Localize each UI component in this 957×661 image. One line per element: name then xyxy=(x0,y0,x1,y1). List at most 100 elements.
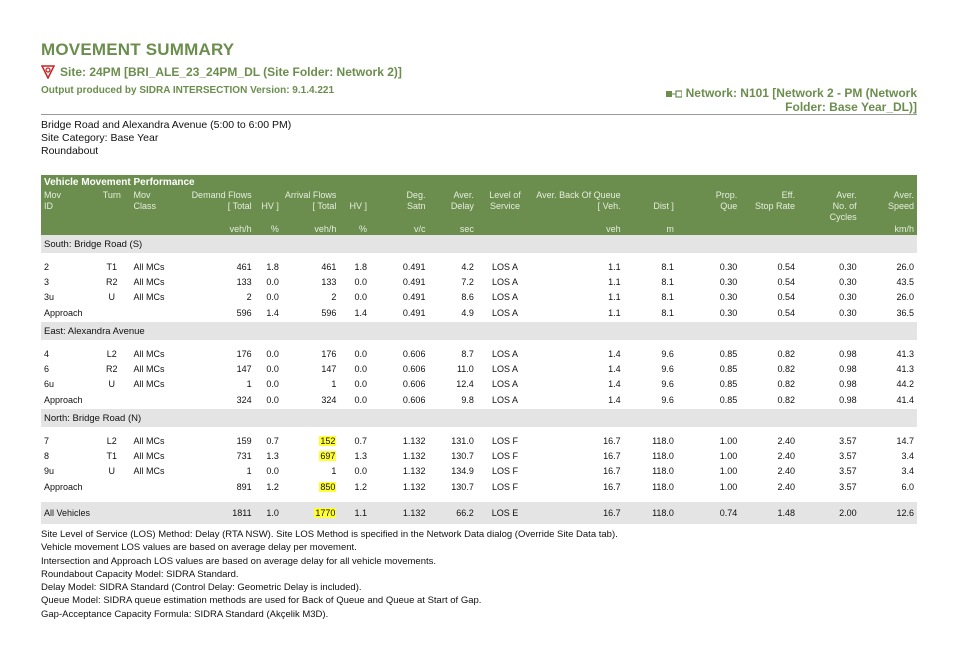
table-cell: LOS A xyxy=(492,261,519,272)
column-header: [ Veh. xyxy=(533,201,624,212)
column-header: veh xyxy=(533,223,624,235)
table-cell: All MCs xyxy=(133,348,165,359)
table-cell: 130.7 xyxy=(451,482,474,492)
table-cell: 0.98 xyxy=(839,395,857,405)
table-cell: T1 xyxy=(106,450,118,461)
column-header: Class xyxy=(130,201,187,212)
table-cell: 118.0 xyxy=(652,482,674,492)
table-cell: 9.6 xyxy=(661,363,674,374)
site-type: Roundabout xyxy=(41,145,99,157)
column-header: Delay xyxy=(428,201,477,212)
column-header: % xyxy=(339,223,371,235)
table-cell: 1.00 xyxy=(719,435,738,446)
column-header: HV ] xyxy=(339,201,371,212)
column-header: ID xyxy=(41,201,94,212)
column-header xyxy=(428,212,477,223)
network-line-2: Folder: Base Year_DL)] xyxy=(785,100,917,114)
table-cell: L2 xyxy=(106,348,117,359)
column-header xyxy=(186,212,255,223)
table-cell: 596 xyxy=(236,308,252,318)
section-header: South: Bridge Road (S) xyxy=(41,235,917,253)
table-cell: 16.7 xyxy=(603,482,621,492)
table-cell: R2 xyxy=(106,276,118,287)
table-cell: 6.0 xyxy=(901,482,914,492)
column-header xyxy=(623,190,677,201)
table-cell: 2.40 xyxy=(777,435,796,446)
column-header: Satn xyxy=(370,201,429,212)
table-cell: 0.82 xyxy=(777,348,796,359)
table-cell xyxy=(93,478,131,496)
site-line: Site: 24PM [BRI_ALE_23_24PM_DL (Site Fol… xyxy=(41,65,402,79)
notes: Site Level of Service (LOS) Method: Dela… xyxy=(41,528,618,621)
table-cell: 0.30 xyxy=(719,308,738,318)
table-cell: 1770 xyxy=(281,502,340,524)
column-header xyxy=(740,223,799,235)
table-cell: 133 xyxy=(236,276,252,287)
table-cell: 0.85 xyxy=(719,363,738,374)
table-cell: 2 xyxy=(331,291,337,302)
table-cell: 2 xyxy=(246,291,252,302)
table-cell: 1.00 xyxy=(719,450,738,461)
table-cell: 1.8 xyxy=(354,261,368,272)
site-location: Bridge Road and Alexandra Avenue (5:00 t… xyxy=(41,119,292,131)
all-vehicles-row: All Vehicles 1811 1.0 1770 1.1 1.132 66.2 LOS E… xyxy=(41,502,917,524)
table-cell: LOS F xyxy=(492,482,519,492)
table-cell: All MCs xyxy=(133,378,165,389)
column-header xyxy=(533,212,624,223)
table-cell: 0.30 xyxy=(839,261,857,272)
column-header: Demand Flows xyxy=(186,190,255,201)
table-cell: 11.0 xyxy=(456,363,474,374)
table-cell: 1.3 xyxy=(354,450,368,461)
table-cell: 891 xyxy=(236,482,252,492)
site-meta: Bridge Road and Alexandra Avenue (5:00 t… xyxy=(41,119,291,158)
table-cell: 0.0 xyxy=(266,291,279,302)
table-cell: Approach xyxy=(44,395,83,405)
table-cell: 0.0 xyxy=(266,276,279,287)
column-header xyxy=(623,212,677,223)
table-cell: 6u xyxy=(44,378,55,389)
table-cell: 3.4 xyxy=(901,465,914,476)
table-row: 3 R2 All MCs 133 0.0 133 0.0 0.491 7.2 LOS A 1.1 8.… xyxy=(41,274,917,289)
table-row: 8 T1 All MCs 731 1.3 697 1.3 1.132 130.7 LOS F 16.… xyxy=(41,448,917,463)
table-cell: 3.57 xyxy=(839,465,857,476)
column-header xyxy=(740,212,799,223)
note-line: Gap-Acceptance Capacity Formula: SIDRA S… xyxy=(41,608,329,620)
table-cell: All MCs xyxy=(133,261,165,272)
highlighted-value: 1770 xyxy=(314,508,337,518)
table-cell: 596 xyxy=(321,308,337,318)
table-cell: 1.48 xyxy=(740,502,799,524)
table-cell: 3 xyxy=(44,276,50,287)
table-cell: 1.132 xyxy=(402,435,426,446)
column-header: m xyxy=(623,223,677,235)
table-cell: 1.4 xyxy=(266,308,279,318)
table-cell: 118.0 xyxy=(652,465,674,476)
column-header xyxy=(281,212,340,223)
table-cell: 16.7 xyxy=(603,435,621,446)
column-header xyxy=(798,223,860,235)
column-header xyxy=(41,223,94,235)
table-row: 9u U All MCs 1 0.0 1 0.0 1.132 134.9 LOS F 16.7 118… xyxy=(41,463,917,478)
table-cell: 0.98 xyxy=(839,378,857,389)
table-cell: 0.30 xyxy=(719,261,738,272)
table-cell xyxy=(93,502,131,524)
table-cell: 134.9 xyxy=(451,465,474,476)
table-cell: LOS A xyxy=(492,395,519,405)
column-header xyxy=(93,212,131,223)
network-line-1: Network: N101 [Network 2 - PM (Network xyxy=(685,86,917,100)
column-header: No. of xyxy=(798,201,860,212)
table-cell: 8.1 xyxy=(661,308,674,318)
table-cell: LOS A xyxy=(492,291,519,302)
note-line: Roundabout Capacity Model: SIDRA Standar… xyxy=(41,568,239,580)
column-header xyxy=(476,212,534,223)
table-cell: LOS F xyxy=(492,465,519,476)
table-cell: 0.85 xyxy=(719,348,738,359)
table-cell xyxy=(93,304,131,322)
table-cell: 0.74 xyxy=(676,502,741,524)
table-cell: 1.132 xyxy=(402,465,426,476)
table-cell: 6 xyxy=(44,363,50,374)
network-icon xyxy=(665,90,682,98)
table-cell: 1.00 xyxy=(719,482,738,492)
table-cell: 131.0 xyxy=(451,435,474,446)
page-title: MOVEMENT SUMMARY xyxy=(41,40,235,59)
table-cell: 0.0 xyxy=(354,348,368,359)
